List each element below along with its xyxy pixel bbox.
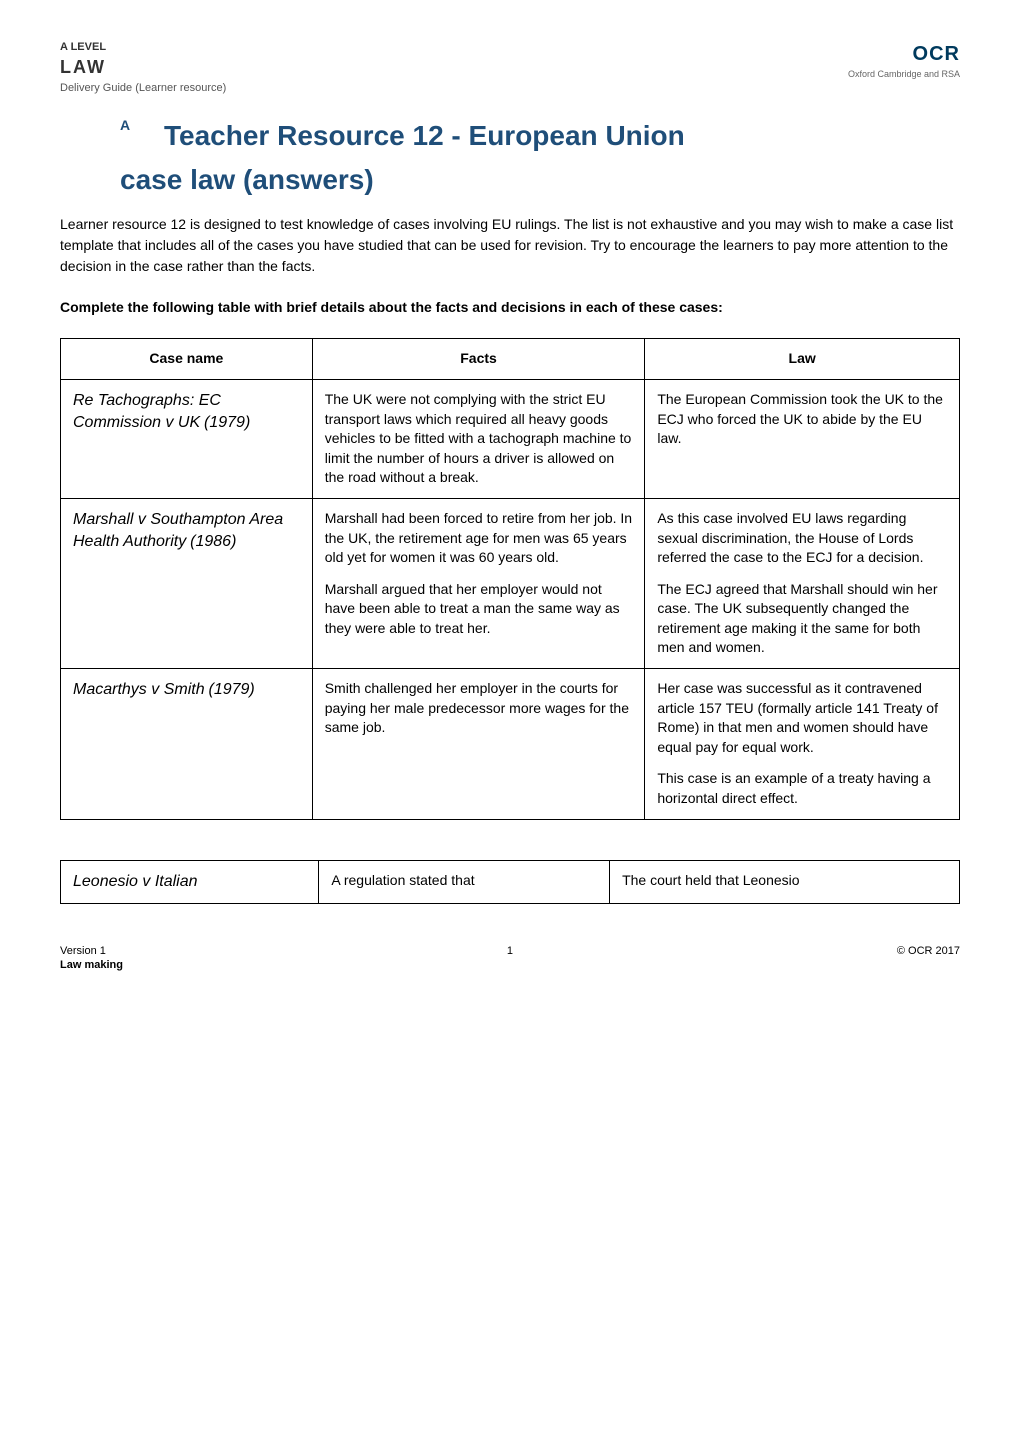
header-level: A LEVEL bbox=[60, 40, 226, 55]
header-law: Law bbox=[645, 339, 960, 380]
case-year: (1979) bbox=[208, 681, 254, 698]
law-paragraph: The court held that Leonesio bbox=[622, 871, 947, 891]
facts-paragraph: Marshall argued that her employer would … bbox=[325, 580, 633, 639]
case-year: (1986) bbox=[190, 533, 236, 550]
case-name-cell: Leonesio v Italian bbox=[61, 860, 319, 903]
page-header: A LEVEL LAW Delivery Guide (Learner reso… bbox=[60, 40, 960, 96]
footer-version: Version 1 bbox=[60, 944, 123, 958]
header-facts: Facts bbox=[312, 339, 645, 380]
facts-paragraph: Marshall had been forced to retire from … bbox=[325, 509, 633, 568]
ocr-subtitle: Oxford Cambridge and RSA bbox=[848, 68, 960, 81]
case-name: Macarthys v Smith bbox=[73, 681, 205, 698]
intro-paragraph: Learner resource 12 is designed to test … bbox=[60, 214, 960, 277]
law-paragraph: Her case was successful as it contravene… bbox=[657, 679, 947, 757]
main-title-line1: Teacher Resource 12 - European Union bbox=[164, 120, 685, 151]
case-year: (1979) bbox=[204, 414, 250, 431]
law-paragraph: The European Commission took the UK to t… bbox=[657, 390, 947, 449]
law-paragraph: This case is an example of a treaty havi… bbox=[657, 769, 947, 808]
table-row: Re Tachographs: EC Commission v UK (1979… bbox=[61, 379, 960, 498]
title-label: A bbox=[120, 116, 130, 136]
header-subtitle: Delivery Guide (Learner resource) bbox=[60, 81, 226, 96]
header-case-name: Case name bbox=[61, 339, 313, 380]
title-section: A Teacher Resource 12 - European Union c… bbox=[60, 116, 960, 199]
law-paragraph: As this case involved EU laws regarding … bbox=[657, 509, 947, 568]
law-paragraph: The ECJ agreed that Marshall should win … bbox=[657, 580, 947, 658]
case-name-cell: Marshall v Southampton Area Health Autho… bbox=[61, 498, 313, 668]
case-name: Leonesio v Italian bbox=[73, 873, 198, 890]
ocr-logo: OCR bbox=[913, 40, 960, 68]
law-cell: As this case involved EU laws regarding … bbox=[645, 498, 960, 668]
table-row: Leonesio v Italian A regulation stated th… bbox=[61, 860, 960, 903]
header-right: OCR Oxford Cambridge and RSA bbox=[848, 40, 960, 81]
facts-paragraph: A regulation stated that bbox=[331, 871, 597, 891]
table-row: Macarthys v Smith (1979)Smith challenged… bbox=[61, 669, 960, 820]
facts-cell: The UK were not complying with the stric… bbox=[312, 379, 645, 498]
facts-cell: Marshall had been forced to retire from … bbox=[312, 498, 645, 668]
footer-topic: Law making bbox=[60, 958, 123, 972]
facts-paragraph: The UK were not complying with the stric… bbox=[325, 390, 633, 488]
table-row: Marshall v Southampton Area Health Autho… bbox=[61, 498, 960, 668]
header-left: A LEVEL LAW Delivery Guide (Learner reso… bbox=[60, 40, 226, 96]
instruction-text: Complete the following table with brief … bbox=[60, 297, 960, 318]
case-name-cell: Re Tachographs: EC Commission v UK (1979… bbox=[61, 379, 313, 498]
case-name-cell: Macarthys v Smith (1979) bbox=[61, 669, 313, 820]
facts-cell: A regulation stated that bbox=[319, 860, 610, 903]
law-cell: The court held that Leonesio bbox=[610, 860, 960, 903]
cases-table: Case name Facts Law Re Tachographs: EC C… bbox=[60, 338, 960, 819]
facts-paragraph: Smith challenged her employer in the cou… bbox=[325, 679, 633, 738]
footer-left: Version 1 Law making bbox=[60, 944, 123, 973]
case-name: Re Tachographs: EC Commission v UK bbox=[73, 392, 221, 431]
main-title-line2: case law (answers) bbox=[120, 160, 960, 199]
law-cell: The European Commission took the UK to t… bbox=[645, 379, 960, 498]
page-number: 1 bbox=[123, 944, 897, 973]
header-subject: LAW bbox=[60, 55, 226, 80]
case-name: Marshall v Southampton Area Health Autho… bbox=[73, 511, 283, 550]
footer-copyright: © OCR 2017 bbox=[897, 944, 960, 973]
page-footer: Version 1 Law making 1 © OCR 2017 bbox=[60, 944, 960, 973]
law-cell: Her case was successful as it contravene… bbox=[645, 669, 960, 820]
table-header-row: Case name Facts Law bbox=[61, 339, 960, 380]
cases-table-continued: Leonesio v Italian A regulation stated th… bbox=[60, 860, 960, 904]
facts-cell: Smith challenged her employer in the cou… bbox=[312, 669, 645, 820]
